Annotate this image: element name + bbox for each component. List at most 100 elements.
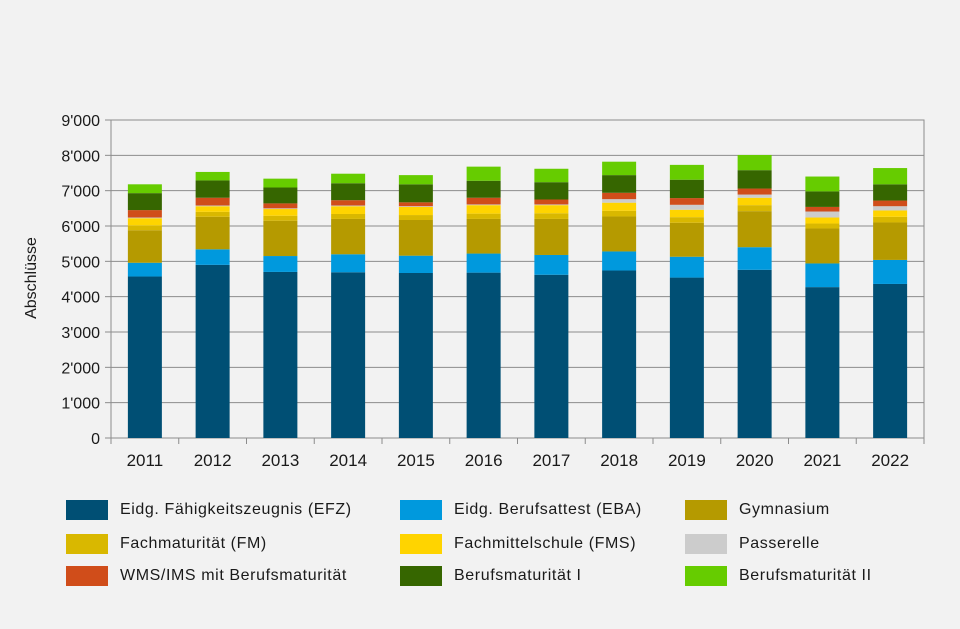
bar-segment-wms-ims-mit-berufsmaturit-t-2021 [805,206,840,212]
x-tick-label: 2017 [532,451,570,470]
bar-segment-berufsmaturit-t-i-2019 [669,179,704,199]
bar-segment-eidg-berufsattest-eba-2013 [263,256,298,272]
bar-segment-fachmittelschule-fms-2021 [805,217,840,224]
bar-segment-berufsmaturit-t-ii-2011 [127,184,162,194]
bar-segment-passerelle-2011 [127,217,162,219]
bar-segment-berufsmaturit-t-i-2011 [127,193,162,211]
bar-segment-berufsmaturit-t-i-2018 [602,175,637,193]
y-tick-label: 9'000 [61,113,100,130]
bar-segment-eidg-f-higkeitszeugnis-efz-2014 [331,272,366,438]
bar-segment-berufsmaturit-t-i-2016 [466,180,501,198]
bar-segment-berufsmaturit-t-ii-2016 [466,166,501,181]
bar-segment-wms-ims-mit-berufsmaturit-t-2020 [737,188,772,195]
y-tick-label: 2'000 [61,360,100,377]
bar-segment-berufsmaturit-t-i-2013 [263,187,298,204]
y-tick-label: 5'000 [61,254,100,271]
bar-segment-berufsmaturit-t-i-2015 [398,184,433,203]
bar-segment-fachmaturit-t-fm-2018 [602,210,637,217]
bar-segment-eidg-berufsattest-eba-2015 [398,255,433,273]
bar-segment-eidg-berufsattest-eba-2018 [602,251,637,271]
bar-segment-eidg-berufsattest-eba-2012 [195,249,230,265]
x-tick-label: 2012 [194,451,232,470]
bar-segment-passerelle-2017 [534,204,569,206]
bar-segment-berufsmaturit-t-i-2020 [737,170,772,189]
bar-segment-eidg-berufsattest-eba-2022 [873,259,908,284]
bar-segment-eidg-f-higkeitszeugnis-efz-2012 [195,264,230,438]
bar-segment-wms-ims-mit-berufsmaturit-t-2014 [331,200,366,206]
bar-segment-gymnasium-2012 [195,216,230,250]
bar-segment-eidg-f-higkeitszeugnis-efz-2013 [263,271,298,438]
bar-segment-fachmaturit-t-fm-2020 [737,205,772,212]
bar-segment-fachmittelschule-fms-2017 [534,205,569,214]
bar-segment-passerelle-2019 [669,204,704,210]
bar-segment-fachmaturit-t-fm-2016 [466,213,501,219]
bar-segment-fachmaturit-t-fm-2019 [669,217,704,223]
bar-segment-fachmittelschule-fms-2011 [127,218,162,226]
x-tick-label: 2011 [127,451,164,470]
bar-segment-eidg-f-higkeitszeugnis-efz-2021 [805,287,840,438]
bar-segment-gymnasium-2018 [602,216,637,252]
bar-segment-passerelle-2012 [195,205,230,207]
x-tick-label: 2022 [871,451,909,470]
bar-segment-eidg-f-higkeitszeugnis-efz-2017 [534,274,569,438]
y-axis-title: Abschlüsse [23,237,40,319]
x-tick-label: 2018 [600,451,638,470]
bar-segment-gymnasium-2019 [669,222,704,257]
bar-segment-berufsmaturit-t-ii-2018 [602,161,637,176]
bar-segment-fachmittelschule-fms-2012 [195,206,230,212]
bar-segment-wms-ims-mit-berufsmaturit-t-2011 [127,210,162,218]
x-tick-label: 2014 [329,451,367,470]
bar-segment-berufsmaturit-t-ii-2022 [873,168,908,185]
bar-segment-wms-ims-mit-berufsmaturit-t-2016 [466,197,501,205]
bar-segment-gymnasium-2016 [466,218,501,254]
bar-segment-gymnasium-2017 [534,218,569,255]
bar-segment-gymnasium-2011 [127,230,162,263]
bar-segment-fachmaturit-t-fm-2021 [805,223,840,229]
y-tick-label: 8'000 [61,148,100,165]
y-tick-label: 4'000 [61,290,100,307]
bar-segment-fachmaturit-t-fm-2015 [398,215,433,220]
bar-segment-eidg-berufsattest-eba-2011 [127,262,162,277]
bar-segment-fachmittelschule-fms-2020 [737,197,772,206]
bar-segment-berufsmaturit-t-i-2014 [331,183,366,201]
bar-segment-berufsmaturit-t-i-2012 [195,180,230,198]
bar-segment-passerelle-2015 [398,206,433,207]
bar-segment-eidg-berufsattest-eba-2017 [534,254,569,275]
bar-segment-wms-ims-mit-berufsmaturit-t-2017 [534,199,569,205]
bar-segment-eidg-f-higkeitszeugnis-efz-2016 [466,272,501,438]
bar-segment-wms-ims-mit-berufsmaturit-t-2022 [873,200,908,207]
bar-segment-passerelle-2016 [466,204,501,206]
x-tick-label: 2013 [261,451,299,470]
bar-segment-fachmittelschule-fms-2019 [669,209,704,218]
bar-segment-eidg-f-higkeitszeugnis-efz-2022 [873,283,908,438]
bar-segment-eidg-f-higkeitszeugnis-efz-2020 [737,269,772,438]
y-tick-label: 1'000 [61,396,100,413]
x-tick-label: 2019 [668,451,706,470]
bar-segment-eidg-berufsattest-eba-2020 [737,247,772,270]
bar-segment-wms-ims-mit-berufsmaturit-t-2015 [398,202,433,207]
bar-segment-passerelle-2013 [263,208,298,210]
bar-segment-gymnasium-2021 [805,228,840,264]
bar-segment-passerelle-2021 [805,211,840,218]
bar-segment-fachmaturit-t-fm-2012 [195,211,230,217]
bar-segment-fachmittelschule-fms-2015 [398,206,433,216]
plot-frame [110,119,925,439]
bar-segment-berufsmaturit-t-ii-2013 [263,178,298,188]
bar-segment-fachmittelschule-fms-2013 [263,209,298,216]
bar-segment-fachmittelschule-fms-2018 [602,202,637,211]
bar-segment-passerelle-2022 [873,206,908,211]
bar-segment-fachmittelschule-fms-2016 [466,205,501,214]
axes: 0 1'000 2'000 3'000 4'000 5'000 6'000 7'000 8'00… [61,113,925,470]
bar-segment-fachmaturit-t-fm-2014 [331,213,366,219]
bar-segment-passerelle-2020 [737,194,772,198]
bar-segment-gymnasium-2015 [398,219,433,256]
y-tick-label: 3'000 [61,325,100,342]
bar-segment-eidg-f-higkeitszeugnis-efz-2015 [398,272,433,438]
bar-segment-berufsmaturit-t-i-2021 [805,191,840,207]
bar-segment-gymnasium-2022 [873,222,908,260]
bar-segment-fachmaturit-t-fm-2011 [127,225,162,231]
x-tick-label: 2020 [736,451,774,470]
x-tick-label: 2015 [397,451,435,470]
